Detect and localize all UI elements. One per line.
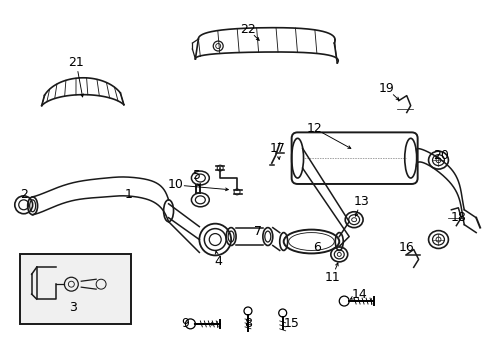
Text: 16: 16 — [398, 241, 414, 254]
Bar — [20, 255, 131, 324]
Text: 13: 13 — [352, 195, 368, 208]
Text: 6: 6 — [313, 241, 321, 254]
Text: 14: 14 — [350, 288, 366, 301]
Text: 1: 1 — [125, 188, 133, 201]
Text: 9: 9 — [181, 318, 189, 330]
Text: 7: 7 — [253, 225, 262, 238]
Text: 10: 10 — [167, 179, 183, 192]
Text: 5: 5 — [193, 168, 201, 181]
Text: 17: 17 — [269, 142, 285, 155]
Text: 19: 19 — [378, 82, 394, 95]
Text: 4: 4 — [214, 255, 222, 268]
Text: 3: 3 — [69, 301, 77, 314]
Text: 15: 15 — [283, 318, 299, 330]
Text: 20: 20 — [433, 149, 448, 162]
Text: 22: 22 — [240, 23, 255, 36]
Text: 8: 8 — [244, 318, 251, 330]
Text: 21: 21 — [68, 57, 84, 69]
Text: 18: 18 — [449, 211, 466, 224]
Text: 2: 2 — [20, 188, 28, 201]
Text: 12: 12 — [306, 122, 322, 135]
Text: 11: 11 — [324, 271, 340, 284]
